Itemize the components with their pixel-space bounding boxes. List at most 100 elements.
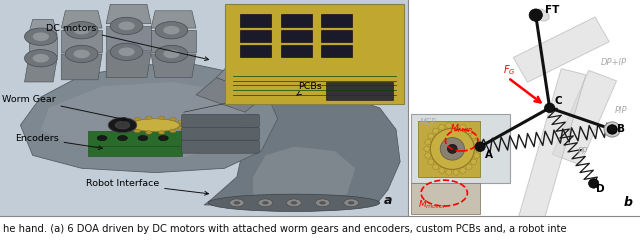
Circle shape: [138, 135, 148, 141]
Polygon shape: [61, 11, 102, 28]
FancyBboxPatch shape: [280, 30, 312, 42]
Text: D: D: [596, 184, 605, 194]
Circle shape: [460, 124, 466, 130]
FancyBboxPatch shape: [411, 114, 510, 184]
Circle shape: [453, 123, 459, 128]
Ellipse shape: [208, 194, 380, 212]
Circle shape: [126, 127, 132, 130]
Circle shape: [65, 45, 98, 62]
FancyBboxPatch shape: [321, 30, 353, 42]
Polygon shape: [20, 65, 278, 173]
Circle shape: [433, 164, 438, 170]
Circle shape: [430, 128, 474, 169]
Circle shape: [155, 45, 188, 62]
Circle shape: [348, 201, 355, 205]
Circle shape: [145, 116, 152, 120]
Polygon shape: [151, 54, 196, 78]
Circle shape: [178, 127, 184, 130]
Text: $M_{MCP}$: $M_{MCP}$: [450, 123, 474, 135]
Circle shape: [439, 168, 445, 173]
Circle shape: [529, 9, 542, 21]
Circle shape: [475, 142, 485, 152]
Text: FT: FT: [545, 5, 559, 15]
Circle shape: [180, 124, 187, 127]
FancyBboxPatch shape: [280, 45, 312, 57]
FancyBboxPatch shape: [240, 45, 271, 57]
Circle shape: [163, 50, 180, 58]
Circle shape: [74, 26, 90, 34]
Circle shape: [262, 201, 269, 205]
Circle shape: [460, 168, 466, 173]
Circle shape: [159, 135, 168, 141]
Polygon shape: [204, 93, 400, 205]
Polygon shape: [216, 61, 286, 95]
Circle shape: [258, 199, 273, 207]
Text: DC motors: DC motors: [46, 24, 209, 61]
Circle shape: [425, 139, 431, 145]
FancyBboxPatch shape: [411, 184, 481, 214]
Circle shape: [163, 26, 180, 34]
Circle shape: [170, 118, 176, 121]
Circle shape: [158, 131, 164, 134]
Text: b: b: [624, 196, 633, 209]
Text: Robot Interface: Robot Interface: [86, 179, 209, 195]
Circle shape: [65, 22, 98, 39]
Ellipse shape: [131, 119, 180, 132]
Text: Encoders: Encoders: [15, 134, 102, 150]
Circle shape: [24, 28, 57, 45]
Circle shape: [474, 139, 480, 145]
FancyBboxPatch shape: [326, 82, 393, 100]
FancyBboxPatch shape: [225, 4, 404, 104]
Circle shape: [97, 135, 107, 141]
Circle shape: [230, 199, 244, 207]
Circle shape: [170, 129, 176, 133]
Polygon shape: [61, 54, 102, 80]
Text: a: a: [383, 194, 392, 207]
Circle shape: [445, 123, 452, 128]
Circle shape: [466, 164, 472, 170]
Circle shape: [319, 201, 326, 205]
Polygon shape: [106, 52, 151, 78]
FancyBboxPatch shape: [240, 14, 271, 27]
Circle shape: [428, 133, 434, 139]
FancyBboxPatch shape: [321, 14, 353, 27]
Circle shape: [604, 122, 620, 137]
Polygon shape: [106, 4, 151, 24]
Polygon shape: [151, 30, 196, 52]
Text: PIP: PIP: [614, 106, 627, 115]
Circle shape: [316, 199, 330, 207]
Circle shape: [118, 135, 127, 141]
Text: B: B: [617, 124, 625, 134]
FancyBboxPatch shape: [88, 130, 182, 146]
Polygon shape: [513, 17, 609, 82]
Circle shape: [33, 32, 49, 41]
Polygon shape: [196, 78, 266, 112]
FancyBboxPatch shape: [182, 114, 259, 127]
Text: PCBs: PCBs: [297, 82, 322, 95]
Circle shape: [424, 146, 430, 152]
Circle shape: [145, 131, 152, 134]
FancyBboxPatch shape: [321, 45, 353, 57]
Circle shape: [110, 43, 143, 61]
Circle shape: [24, 50, 57, 67]
Circle shape: [124, 124, 130, 127]
Circle shape: [447, 144, 457, 153]
Text: C: C: [554, 95, 562, 106]
Polygon shape: [106, 26, 151, 50]
Ellipse shape: [534, 9, 549, 21]
Circle shape: [134, 129, 141, 133]
FancyBboxPatch shape: [182, 140, 259, 153]
Circle shape: [589, 179, 599, 188]
Circle shape: [108, 118, 137, 133]
Text: he hand. (a) 6 DOA driven by DC motors with attached worm gears and encoders, cu: he hand. (a) 6 DOA driven by DC motors w…: [3, 224, 567, 234]
Circle shape: [344, 199, 358, 207]
FancyBboxPatch shape: [182, 127, 259, 140]
FancyBboxPatch shape: [280, 14, 312, 27]
Polygon shape: [29, 19, 57, 34]
Circle shape: [471, 159, 477, 164]
Circle shape: [453, 170, 459, 175]
Circle shape: [74, 50, 90, 58]
Text: Worm Gear: Worm Gear: [2, 95, 127, 121]
Text: A: A: [484, 150, 493, 159]
FancyBboxPatch shape: [417, 121, 480, 177]
